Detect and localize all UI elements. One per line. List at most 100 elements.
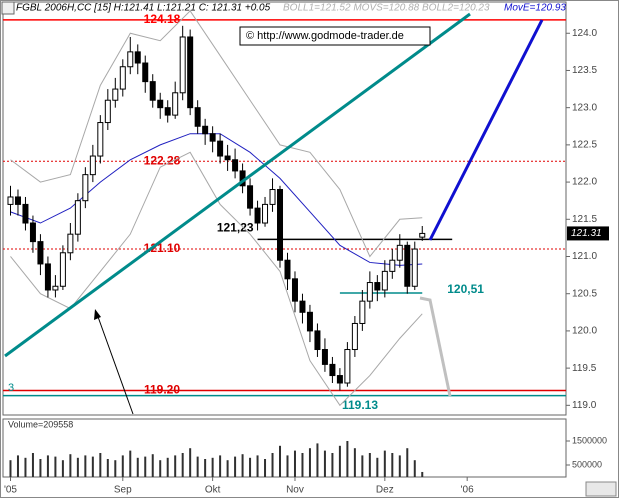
candle-body [247,185,254,209]
candle-body [67,233,74,254]
candle-body [127,51,134,68]
volume-bar [293,450,296,477]
y-tick-label: 120.5 [572,288,597,299]
candle-body [29,222,36,243]
trend-line [4,12,471,358]
volume-tick-label: 1500000 [572,435,607,445]
volume-bar [368,453,371,477]
x-tick-label: '06 [461,485,474,496]
volume-bar [24,457,27,477]
candle-body [187,36,194,109]
y-tick-label: 122.0 [572,177,597,188]
volume-bar [241,454,244,477]
volume-bar [413,460,416,477]
candle-body [7,196,14,205]
candle-body [306,311,313,332]
candle-body [37,241,44,265]
x-tick-label: Okt [205,485,221,496]
y-tick-label: 119.5 [572,363,597,374]
candle-body [262,203,269,224]
candle-body [374,282,381,291]
y-tick-label: 124.0 [572,28,597,39]
level-label: 124.18 [144,12,181,26]
y-tick-label: 119.0 [572,400,597,411]
candle-body [82,174,89,202]
y-tick-label: 122.5 [572,140,597,151]
candle-body [404,244,411,287]
candle-body [97,122,104,157]
level-label: 119.20 [144,383,180,397]
price-panel [2,1,567,416]
header-moving-average: MovE=120.93 [504,3,566,14]
volume-bar [196,456,199,477]
volume-bar [256,455,259,477]
wave-label: 3 [8,382,14,394]
menu-icon[interactable] [1,1,15,15]
candle-body [411,248,418,287]
volume-bar [211,457,214,477]
watermark: © http://www.godmode-trader.de [246,30,404,42]
candle-body [194,107,201,127]
volume-bar [106,459,109,477]
header-title: FGBL 2006H,CC [15] H:121.41 L:121.21 C: … [16,3,271,14]
volume-bar [174,455,177,477]
scroll-button[interactable] [585,481,617,497]
candle-body [277,189,284,261]
projection-line-down [419,296,452,397]
volume-bar [331,453,334,477]
candle-body [112,88,119,101]
candle-body [52,285,59,291]
candle-body [14,196,21,205]
arrow [96,313,134,415]
candle-body [119,66,126,90]
volume-bar [159,460,162,477]
volume-bar [144,456,147,477]
overlay-line [10,10,423,258]
candle-body [89,155,96,176]
volume-bar [391,453,394,477]
candle-body [104,99,111,124]
x-tick-label: Dez [376,485,394,496]
volume-bar [234,456,237,477]
level-label: 119.13 [342,398,378,412]
volume-bar [91,456,94,477]
candle-body [217,140,224,157]
candle-body [59,252,66,287]
y-tick-label: 123.5 [572,65,597,76]
watermark-box [239,26,431,46]
volume-bar [46,455,49,477]
volume-bar [204,459,207,477]
volume-bar [338,445,341,477]
projection-line [428,19,544,241]
volume-bar [308,448,311,477]
level-label: 120,51 [447,282,484,296]
volume-bar [99,453,102,477]
volume-tick-label: 500000 [572,459,602,469]
candle-body [351,322,358,351]
volume-bar [286,455,289,477]
volume-bar [181,453,184,477]
x-tick-label: '05 [4,485,17,496]
plot-layer: 124.0 123.5 123.0 122.5 122.0 121.5 121.0 120.5… [3,10,607,496]
candle-body [22,203,29,224]
x-tick-label: Sep [114,485,132,496]
candle-body [172,92,179,116]
candle-body [157,99,164,109]
volume-bar [383,450,386,477]
candle-body [366,282,373,302]
y-tick-label: 121.0 [572,251,597,262]
volume-bar [249,457,252,477]
y-tick-label: 123.0 [572,102,597,113]
volume-bar [54,456,57,477]
volume-bar [151,454,154,477]
y-tick-label: 121.5 [572,214,597,225]
volume-bar [316,443,319,477]
level-label: 121.10 [144,241,181,255]
volume-bar [114,460,117,477]
volume-bar [31,453,34,477]
candle-body [224,155,231,161]
volume-bar [9,460,12,477]
volume-bar [271,453,274,477]
volume-label: Volume=209558 [8,419,73,429]
volume-bar [376,457,379,477]
